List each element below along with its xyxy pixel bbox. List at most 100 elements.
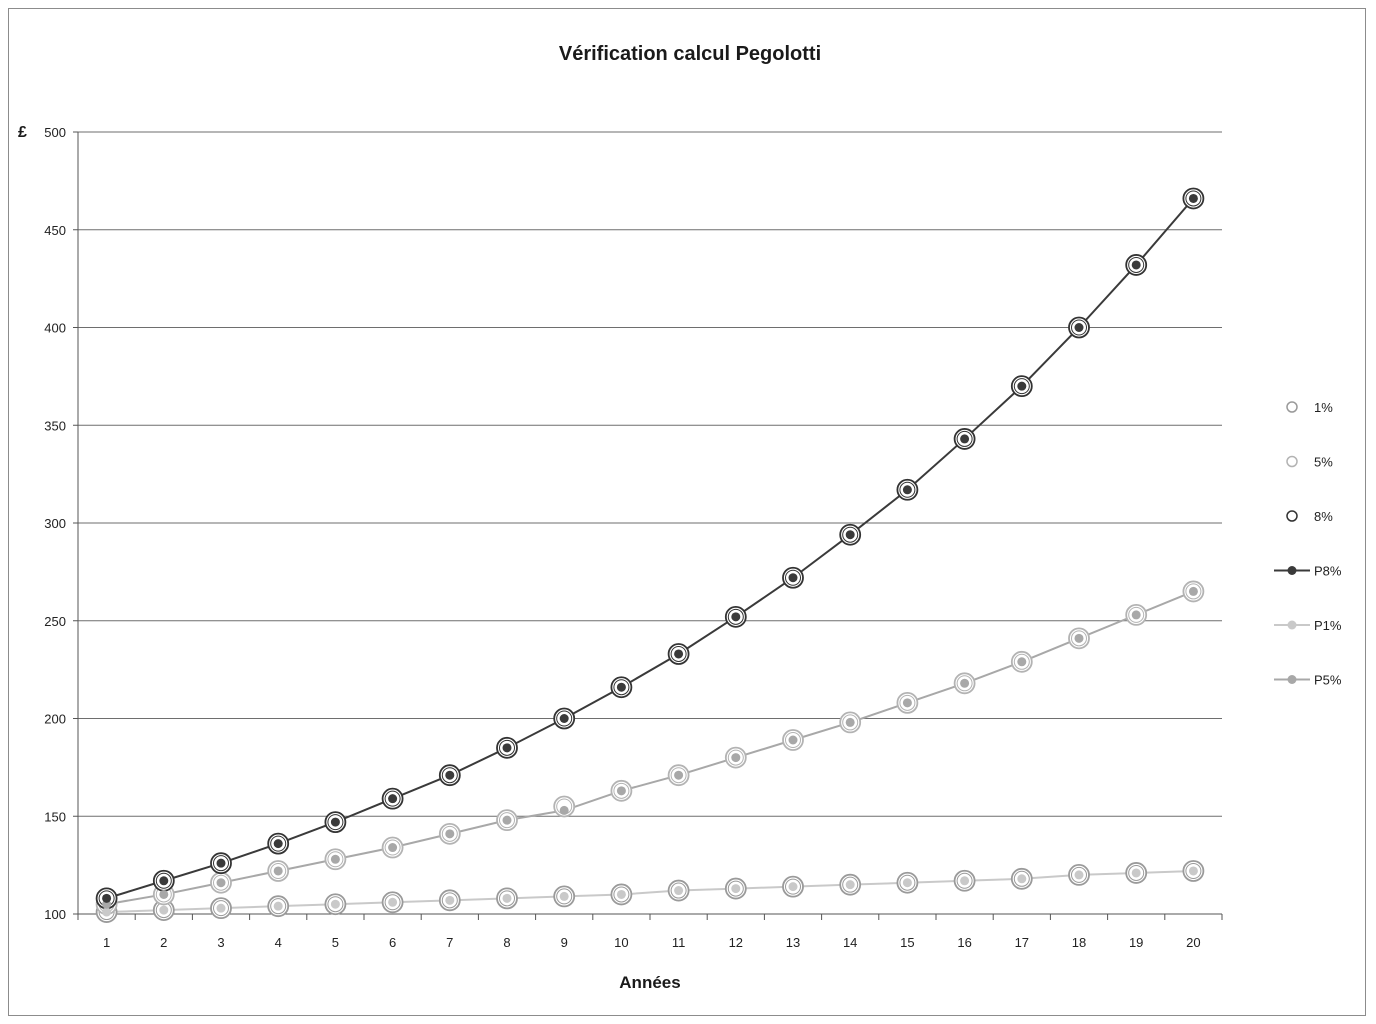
marker-inner-ring-1% [899, 874, 916, 891]
x-tick-label: 20 [1186, 935, 1200, 950]
x-tick-label: 8 [503, 935, 510, 950]
marker-inner-ring-1% [785, 878, 801, 895]
x-tick-label: 12 [729, 935, 743, 950]
data-point-P8% [788, 573, 798, 583]
data-point-P8% [216, 858, 226, 868]
data-point-P5% [731, 753, 741, 763]
marker-inner-ring-1% [556, 888, 573, 905]
marker-inner-ring-5% [956, 675, 973, 692]
chart-title: Vérification calcul Pegolotti [559, 43, 821, 65]
data-point-P1% [445, 895, 455, 905]
x-tick-label: 5 [332, 935, 339, 950]
data-point-P8% [273, 839, 283, 849]
marker-inner-ring-8% [613, 679, 630, 696]
data-point-P1% [1017, 874, 1027, 884]
y-tick-label: 300 [44, 516, 66, 531]
marker-inner-ring-8% [441, 767, 458, 784]
x-tick-label: 13 [786, 935, 800, 950]
marker-inner-ring-1% [213, 900, 229, 917]
data-point-P8% [330, 817, 340, 827]
data-point-P1% [388, 897, 398, 907]
legend: 1% 5% 8% P8% P1% P5% [1274, 400, 1342, 688]
y-tick-label: 450 [44, 223, 66, 238]
series-line-P8% [106, 197, 1195, 900]
legend-label: 8% [1314, 509, 1333, 524]
data-point-P5% [1017, 657, 1027, 667]
marker-inner-ring-8% [1185, 190, 1202, 207]
marker-inner-ring-5% [1185, 583, 1202, 600]
x-tick-label: 17 [1015, 935, 1029, 950]
marker-inner-ring-8% [1013, 378, 1030, 395]
legend-marker-8% [1286, 510, 1298, 522]
data-point-P1% [902, 878, 912, 888]
marker-inner-ring-5% [1013, 653, 1030, 670]
legend-label: P8% [1314, 564, 1342, 579]
data-point-P1% [1188, 866, 1198, 876]
marker-inner-ring-5% [213, 874, 229, 891]
marker-inner-ring-8% [499, 739, 515, 756]
data-point-P5% [1074, 633, 1084, 643]
chart-frame [8, 8, 1366, 1016]
data-point-P8% [388, 794, 398, 804]
x-tick-label: 7 [446, 935, 453, 950]
x-tick-label: 4 [275, 935, 282, 950]
y-tick-labels: 100 150 200 250 300 350 400 450 500 [44, 125, 66, 922]
legend-marker-P8% [1287, 566, 1297, 575]
data-point-P8% [1074, 323, 1084, 332]
marker-inner-ring-1% [384, 894, 401, 911]
data-point-P5% [674, 770, 684, 780]
x-tick-label: 1 [103, 935, 110, 950]
data-point-P5% [1188, 586, 1198, 596]
marker-inner-ring-5% [670, 767, 687, 784]
marker-inner-ring-8% [785, 569, 801, 586]
marker-inner-ring-5% [785, 732, 801, 749]
y-tick-label: 350 [44, 418, 66, 433]
plot-area [95, 187, 1205, 923]
data-point-P8% [1017, 381, 1027, 391]
legend-label: 1% [1314, 400, 1333, 415]
data-point-P5% [502, 815, 512, 825]
marker-inner-ring-5% [384, 839, 401, 856]
marker-inner-ring-5% [1071, 630, 1087, 647]
marker-inner-ring-8% [842, 526, 859, 543]
marker-inner-ring-1% [727, 880, 744, 897]
data-point-P8% [674, 649, 684, 659]
x-tick-label: 14 [843, 935, 857, 950]
x-tick-label: 2 [160, 935, 167, 950]
legend-label: P1% [1314, 618, 1342, 633]
data-point-P5% [445, 829, 455, 839]
marker-inner-ring-8% [899, 481, 916, 498]
marker-inner-ring-5% [327, 851, 344, 868]
data-point-P5% [960, 678, 970, 688]
data-point-P8% [731, 612, 741, 622]
marker-inner-ring-1% [270, 898, 287, 915]
x-tick-label: 15 [900, 935, 914, 950]
data-point-P5% [330, 854, 340, 864]
gridlines [78, 131, 1222, 817]
x-tick-labels: 1 2 3 4 5 6 7 8 9 10 11 12 13 14 15 16 17 18 19 20 [103, 935, 1201, 950]
data-point-P5% [559, 805, 569, 815]
marker-inner-ring-1% [441, 892, 458, 909]
data-point-P1% [102, 907, 112, 917]
y-tick-label: 250 [44, 614, 66, 629]
x-tick-label: 10 [614, 935, 628, 950]
marker-inner-ring-8% [1128, 256, 1145, 273]
legend-marker-P5% [1287, 675, 1297, 684]
legend-marker-5% [1286, 455, 1298, 468]
data-point-P1% [216, 903, 226, 913]
x-axis-label: Années [619, 973, 680, 992]
marker-inner-ring-8% [556, 710, 573, 727]
data-point-P1% [616, 889, 626, 899]
legend-label: P5% [1314, 673, 1342, 688]
x-tick-label: 3 [217, 935, 224, 950]
legend-marker-P1% [1287, 620, 1297, 630]
data-point-P8% [445, 770, 455, 780]
marker-inner-ring-8% [956, 430, 973, 447]
marker-inner-ring-8% [727, 608, 744, 625]
legend-marker-1% [1286, 401, 1298, 413]
marker-inner-ring-5% [441, 825, 458, 842]
data-point-P8% [159, 876, 169, 886]
data-point-P5% [159, 889, 169, 899]
data-point-P5% [1131, 610, 1141, 620]
marker-inner-ring-8% [155, 872, 172, 889]
